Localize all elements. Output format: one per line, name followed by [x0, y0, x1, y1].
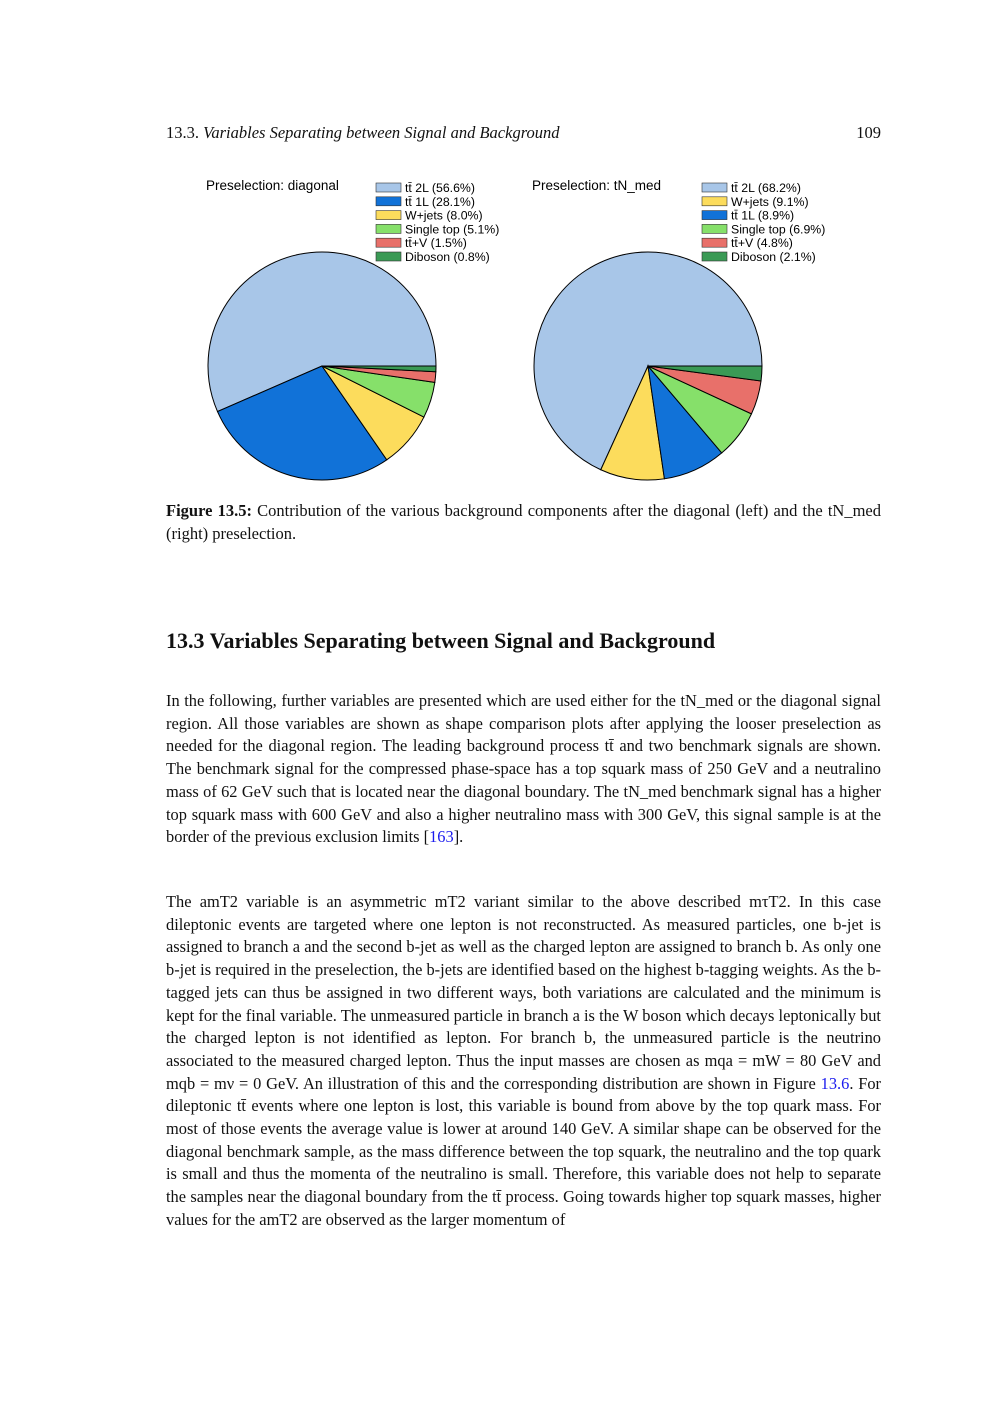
- running-header: 13.3. Variables Separating between Signa…: [166, 123, 881, 143]
- legend-swatch: [701, 196, 728, 207]
- page-number: 109: [856, 123, 881, 142]
- pie-slice: [647, 365, 763, 382]
- paragraph-text: The amT2 variable is an asymmetric mT2 v…: [166, 892, 881, 1093]
- caption-text: Contribution of the various background c…: [166, 501, 881, 543]
- legend-swatch: [375, 210, 402, 220]
- pie-slice: [321, 365, 437, 373]
- legend-swatch: [375, 251, 402, 262]
- legend-swatch: [701, 182, 728, 193]
- header-section: 13.3.: [166, 123, 199, 142]
- legend-label: tt̄ 2L (68.2%): [731, 181, 801, 195]
- section-heading: 13.3 Variables Separating between Signal…: [166, 628, 716, 653]
- legend-label: Diboson (2.1%): [731, 250, 816, 264]
- legend-label: Single top (6.9%): [731, 222, 825, 236]
- legend-swatch: [375, 237, 402, 248]
- paragraph-text: . For dileptonic tt̄ events where one le…: [166, 1073, 882, 1229]
- legend-swatch: [375, 224, 402, 234]
- legend-swatch: [701, 237, 728, 248]
- figure-caption: Figure 13.5: Contribution of the various…: [166, 500, 881, 545]
- paragraph-2: The amT2 variable is an asymmetric mT2 v…: [166, 891, 881, 1232]
- legend-swatch: [375, 196, 402, 207]
- paragraph-text: In the following, further variables are …: [166, 691, 881, 847]
- pie-slice: [207, 251, 437, 413]
- legend-label: Single top (5.1%): [405, 222, 499, 236]
- pie-slice: [533, 251, 763, 471]
- legend-label: tt̄ 1L (28.1%): [405, 195, 475, 209]
- pie-slice: [216, 365, 388, 481]
- legend-swatch: [701, 251, 728, 262]
- legend-label: Diboson (0.8%): [405, 250, 490, 264]
- figure-link[interactable]: 13.6: [820, 1073, 850, 1093]
- chart-title: Preselection: tN_med: [532, 178, 661, 193]
- legend-label: W+jets (8.0%): [405, 209, 483, 223]
- chart-title: Preselection: diagonal: [206, 178, 339, 193]
- pie-chart-1: Preselection: diagonal tt̄ 2L (56.6%)tt̄ …: [206, 178, 499, 481]
- paragraph-text: ].: [453, 827, 464, 847]
- legend-label: tt̄ 2L (56.6%): [405, 181, 475, 195]
- header-title: Variables Separating between Signal and …: [203, 123, 560, 142]
- caption-label: Figure 13.5:: [166, 501, 252, 520]
- legend-label: W+jets (9.1%): [731, 195, 809, 209]
- pie-chart-2: Preselection: tN_med tt̄ 2L (68.2%)W+jets…: [532, 178, 825, 481]
- paragraph-1: In the following, further variables are …: [166, 690, 881, 849]
- legend-label: tt̄+V (4.8%): [731, 236, 793, 250]
- pie-charts: Preselection: diagonal tt̄ 2L (56.6%)tt̄ …: [206, 178, 825, 481]
- legend-swatch: [701, 224, 728, 234]
- legend-label: tt̄+V (1.5%): [405, 236, 467, 250]
- legend-swatch: [375, 182, 402, 193]
- legend-label: tt̄ 1L (8.9%): [731, 209, 794, 223]
- legend-swatch: [701, 210, 728, 220]
- citation-link[interactable]: 163: [429, 827, 454, 847]
